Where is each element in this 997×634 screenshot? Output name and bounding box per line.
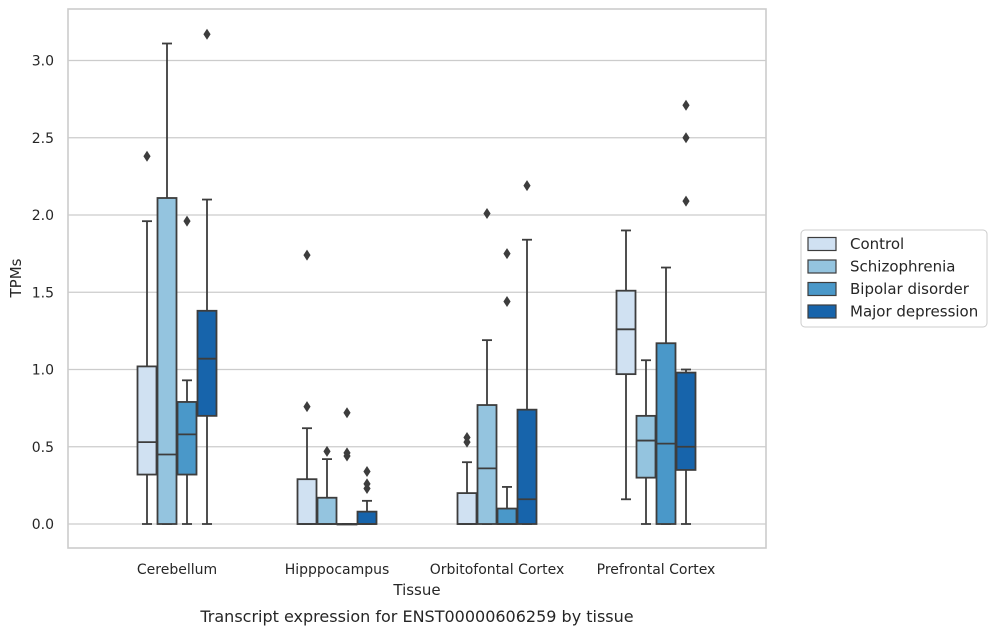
outlier-point <box>463 431 471 443</box>
legend-label: Major depression <box>850 303 978 321</box>
outlier-point <box>203 28 211 40</box>
y-tick-label: 0.5 <box>32 440 54 456</box>
box-group <box>456 431 478 525</box>
box-group <box>136 150 158 525</box>
box-group <box>296 249 318 525</box>
box-group <box>476 207 498 525</box>
legend-label: Control <box>850 235 904 253</box>
box <box>615 289 637 376</box>
outlier-point <box>682 195 690 207</box>
box-series <box>136 28 697 526</box>
box <box>316 496 338 525</box>
chart-caption: Transcript expression for ENST0000060625… <box>199 607 633 626</box>
legend-label: Bipolar disorder <box>850 280 970 298</box>
y-tick-label: 0.0 <box>32 517 54 533</box>
box-group <box>615 229 637 501</box>
y-tick-label: 3.0 <box>32 54 54 70</box>
box-group <box>196 28 218 525</box>
outlier-point <box>343 447 351 459</box>
legend-swatch <box>807 281 837 297</box>
outlier-point <box>323 445 331 457</box>
outlier-point <box>343 407 351 419</box>
outlier-point <box>682 132 690 144</box>
outlier-point <box>682 99 690 111</box>
box <box>675 371 697 471</box>
outlier-point <box>143 150 151 162</box>
legend: Control Schizophrenia Bipolar disorder Majo… <box>800 229 988 328</box>
box <box>196 309 218 417</box>
y-axis-ticks: 0.0 0.5 1.0 1.5 2.0 2.5 3.0 <box>32 54 54 534</box>
y-axis-label: TPMs <box>7 258 25 298</box>
box <box>156 197 178 525</box>
box-group <box>356 465 378 525</box>
box-group <box>675 99 697 525</box>
x-tick-label: Orbitofontal Cortex <box>430 562 565 578</box>
x-tick-label: Cerebellum <box>137 562 217 578</box>
box <box>516 408 538 525</box>
box <box>296 478 318 525</box>
legend-swatch <box>807 236 837 252</box>
outlier-point <box>303 249 311 261</box>
box <box>456 492 478 525</box>
outlier-point <box>363 478 371 490</box>
box <box>356 510 378 525</box>
legend-swatch <box>807 304 837 319</box>
box-group <box>156 42 178 525</box>
legend-label: Schizophrenia <box>850 258 955 276</box>
box-group <box>655 266 677 525</box>
outlier-point <box>483 207 491 219</box>
outlier-point <box>503 248 511 260</box>
y-tick-label: 1.0 <box>32 363 54 379</box>
x-axis-label: Tissue <box>392 581 440 599</box>
legend-frame <box>800 229 988 328</box>
box <box>496 507 518 525</box>
outlier-point <box>183 215 191 227</box>
y-tick-label: 2.5 <box>32 131 54 147</box>
y-tick-label: 1.5 <box>32 285 54 301</box>
box-group <box>516 180 538 525</box>
box <box>476 404 498 525</box>
box-group <box>316 445 338 525</box>
y-tick-label: 2.0 <box>32 208 54 224</box>
box-group <box>336 407 358 526</box>
box <box>655 342 677 525</box>
box-group <box>496 248 518 525</box>
legend-swatch <box>807 259 837 274</box>
x-axis-ticks: Cerebellum Hipppocampus Orbitofontal Corte… <box>137 562 715 578</box>
x-tick-label: Hipppocampus <box>285 562 390 578</box>
box-group <box>635 359 657 525</box>
outlier-point <box>363 465 371 477</box>
outlier-point <box>523 180 531 192</box>
plot-frame <box>67 8 767 549</box>
box <box>136 365 158 476</box>
x-tick-label: Prefrontal Cortex <box>597 562 716 578</box>
box-group <box>176 215 198 525</box>
box <box>635 414 657 479</box>
outlier-point <box>303 401 311 413</box>
box <box>176 401 198 476</box>
outlier-point <box>503 296 511 308</box>
